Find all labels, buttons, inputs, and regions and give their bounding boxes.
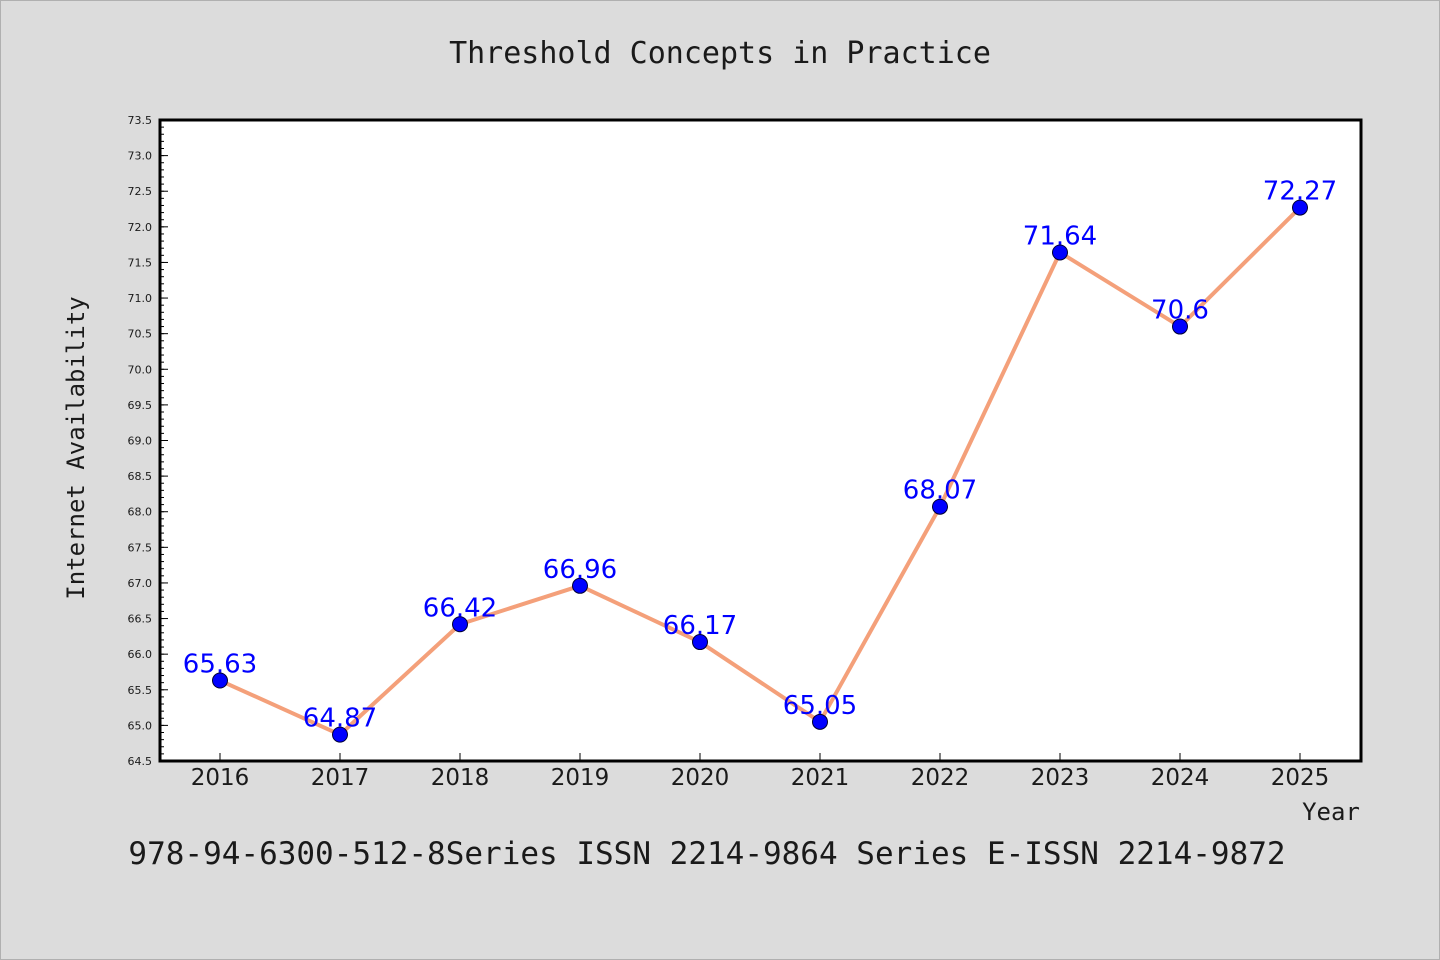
data-label: 68.07 [903, 476, 977, 506]
data-point [1292, 199, 1308, 216]
y-axis-title: Internet Availability [62, 296, 90, 599]
axis-ticks: 64.5 65.0 65.5 66.0 66.5 67.0 67.5 68.0 68.5 69.0… [128, 114, 1330, 791]
y-tick-label: 72.0 [128, 221, 153, 234]
data-point [332, 726, 348, 743]
plot-area [160, 120, 1361, 761]
x-tick-label: 2016 [191, 765, 250, 791]
x-tick-label: 2022 [911, 765, 970, 791]
series-line-group [219, 206, 1302, 737]
data-point [212, 672, 228, 689]
y-tick-label: 66.0 [128, 648, 153, 661]
y-tick-label: 68.0 [128, 506, 153, 519]
data-point [452, 616, 468, 633]
x-tick-label: 2018 [431, 765, 490, 791]
x-tick-label: 2021 [791, 765, 850, 791]
data-point [932, 498, 948, 515]
y-tick-label: 69.5 [128, 399, 153, 412]
chart-title: Threshold Concepts in Practice [449, 36, 991, 71]
y-tick-label: 65.0 [128, 719, 153, 732]
series-line [219, 206, 1302, 737]
plot-border [158, 118, 1363, 763]
y-tick-label: 73.0 [128, 150, 153, 163]
y-tick-label: 73.5 [128, 114, 153, 127]
data-point [812, 713, 828, 730]
data-labels: 65.63 64.87 66.42 66.96 66.17 65.05 68.07 71.64… [183, 177, 1337, 734]
x-tick-label: 2025 [1271, 765, 1330, 791]
y-tick-label: 71.0 [128, 292, 153, 305]
y-tick-label: 70.0 [128, 363, 153, 376]
data-label: 66.96 [543, 555, 617, 585]
data-point [572, 577, 588, 594]
footer-isbn-text: 978-94-6300-512-8Series ISSN 2214-9864 S… [128, 836, 1285, 872]
data-label: 65.05 [783, 691, 857, 721]
y-tick-label: 71.5 [128, 256, 153, 269]
data-label: 72.27 [1263, 177, 1337, 207]
data-point [1052, 244, 1068, 261]
x-tick-label: 2024 [1151, 765, 1210, 791]
y-tick-label: 68.5 [128, 470, 153, 483]
data-label: 71.64 [1023, 221, 1097, 251]
y-tick-label: 72.5 [128, 185, 153, 198]
y-tick-label: 67.0 [128, 577, 153, 590]
data-label: 70.6 [1151, 296, 1209, 326]
y-tick-label: 70.5 [128, 328, 153, 341]
data-label: 65.63 [183, 650, 257, 680]
x-tick-label: 2019 [551, 765, 610, 791]
data-markers [212, 199, 1308, 743]
data-point [1172, 318, 1188, 335]
x-tick-label: 2020 [671, 765, 730, 791]
y-tick-label: 67.5 [128, 541, 153, 554]
y-tick-label: 66.5 [128, 613, 153, 626]
data-point [692, 634, 708, 651]
y-tick-label: 69.0 [128, 435, 153, 448]
data-label: 66.17 [663, 611, 737, 641]
y-tick-label: 65.5 [128, 684, 153, 697]
x-tick-label: 2023 [1031, 765, 1090, 791]
data-label: 66.42 [423, 593, 497, 623]
y-tick-label: 64.5 [128, 755, 153, 768]
x-axis-title: Year [1302, 798, 1360, 826]
data-label: 64.87 [303, 704, 377, 734]
x-tick-label: 2017 [311, 765, 370, 791]
